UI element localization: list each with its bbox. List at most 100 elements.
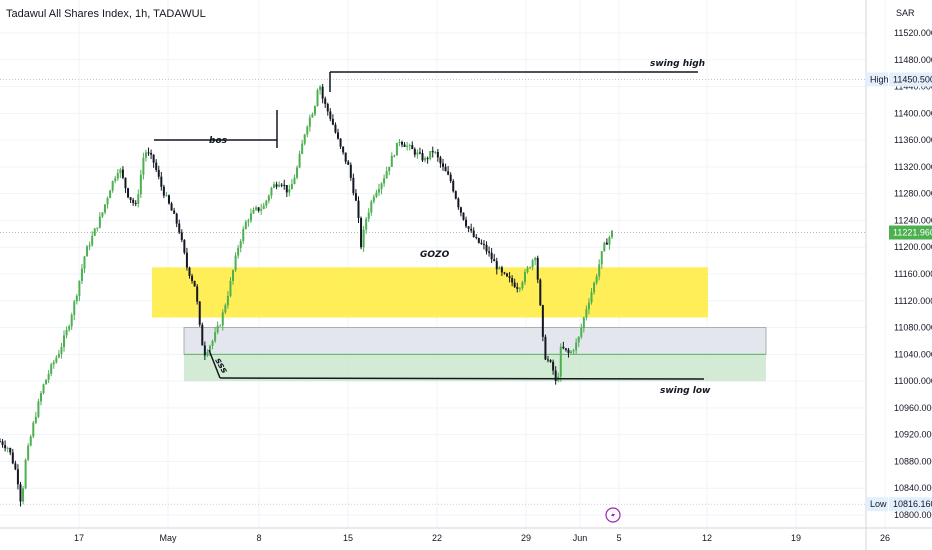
candle-body <box>603 242 606 252</box>
candle-body <box>434 151 437 153</box>
candle-body <box>224 305 227 313</box>
candle-body <box>80 268 83 281</box>
candle-body <box>272 184 275 188</box>
candle-body <box>462 212 465 220</box>
candle-body <box>375 192 378 197</box>
candle-body <box>9 448 12 453</box>
candle-body <box>144 152 147 158</box>
candle-body <box>459 207 462 213</box>
candle-body <box>68 326 71 330</box>
candle-body <box>132 199 135 203</box>
candle-body <box>436 151 439 158</box>
candle-body <box>593 282 596 293</box>
candle-body <box>267 195 270 201</box>
y-tick-label: 10800.000 <box>894 510 932 520</box>
y-tick-label: 11080.000 <box>894 323 932 333</box>
candle-body <box>86 246 89 257</box>
candle-body <box>608 237 611 245</box>
candle-body <box>503 272 506 274</box>
candle-body <box>214 332 217 341</box>
y-tick-label: 11400.000 <box>894 108 932 118</box>
candle-body <box>106 198 109 205</box>
candle-body <box>485 244 488 252</box>
x-axis[interactable]: 17 May 8 15 22 29 Jun 5 12 19 26 <box>74 533 890 543</box>
price-tags: High 11450.500 11221.960 Low 10816.160 <box>866 72 932 512</box>
candle-body <box>42 384 45 394</box>
candle-body <box>598 264 601 277</box>
candle-body <box>472 230 475 237</box>
candle-body <box>416 152 419 155</box>
candle-body <box>14 463 17 470</box>
candle-body <box>567 349 570 353</box>
candle-body <box>431 151 434 153</box>
candle-body <box>211 340 214 346</box>
candle-body <box>60 347 63 354</box>
candle-body <box>383 178 386 184</box>
candle-body <box>362 229 365 248</box>
candle-body <box>185 252 188 268</box>
candle-body <box>562 346 565 349</box>
candle-body <box>165 195 168 197</box>
x-tick-label: 29 <box>521 533 531 543</box>
y-tick-label: 11480.000 <box>894 55 932 65</box>
y-tick-label: 11280.000 <box>894 189 932 199</box>
candle-body <box>198 301 201 325</box>
candle-body <box>570 351 573 353</box>
candle-body <box>347 161 350 165</box>
x-tick-label: 19 <box>791 533 801 543</box>
candle-body <box>27 445 30 460</box>
candle-body <box>429 151 432 159</box>
high-label-bg <box>866 72 888 87</box>
candle-body <box>221 312 224 326</box>
candle-body <box>513 282 516 288</box>
candle-body <box>170 203 173 211</box>
y-tick-label: 10840.000 <box>894 483 932 493</box>
low-tag-bg <box>889 497 932 512</box>
y-tick-label: 10920.000 <box>894 430 932 440</box>
candle-body <box>296 167 299 178</box>
candle-body <box>160 176 163 187</box>
y-tick-label: 11520.000 <box>894 28 932 38</box>
candle-body <box>529 267 532 269</box>
candle-body <box>393 155 396 157</box>
candle-body <box>283 184 286 186</box>
candle-body <box>139 174 142 195</box>
y-tick-label: 11240.000 <box>894 215 932 225</box>
x-tick-label: Jun <box>573 533 588 543</box>
high-tag-bg <box>889 72 932 87</box>
lightning-icon[interactable] <box>605 507 621 523</box>
candle-body <box>539 279 542 306</box>
candle-body <box>173 210 176 214</box>
candle-body <box>488 251 491 253</box>
candle-body <box>418 152 421 154</box>
candle-body <box>365 218 368 230</box>
swing-low-label: swing low <box>660 386 711 396</box>
candle-body <box>477 238 480 243</box>
candle-body <box>234 255 237 271</box>
candle-body <box>321 86 324 99</box>
candle-body <box>500 267 503 273</box>
candle-body <box>595 276 598 283</box>
candle-body <box>203 345 206 356</box>
candle-body <box>303 134 306 144</box>
candle-body <box>449 174 452 182</box>
candle-body <box>280 184 283 186</box>
candle-body <box>55 357 58 363</box>
candle-body <box>536 257 539 280</box>
candle-body <box>252 209 255 214</box>
y-tick-label: 10880.000 <box>894 456 932 466</box>
swing-high-label: swing high <box>650 59 705 69</box>
currency-label: SAR <box>896 8 915 18</box>
candle-body <box>142 157 145 175</box>
candle-body <box>52 362 55 365</box>
candle-body <box>495 261 498 270</box>
high-label: High <box>870 75 889 85</box>
candle-body <box>178 223 181 233</box>
candle-body <box>523 272 526 283</box>
candle-body <box>180 232 183 241</box>
candle-body <box>390 155 393 167</box>
high-tag: 11450.500 <box>893 75 932 85</box>
candle-body <box>78 280 81 296</box>
